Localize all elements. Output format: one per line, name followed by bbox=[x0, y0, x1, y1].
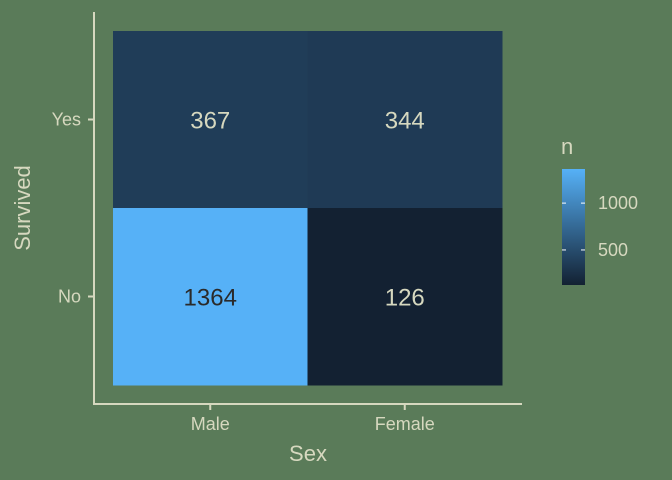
y-tick-label: Yes bbox=[52, 110, 81, 130]
legend-tick-label: 1000 bbox=[598, 193, 638, 213]
y-tick-label: No bbox=[58, 287, 81, 307]
axes bbox=[93, 12, 522, 405]
legend-title: n bbox=[561, 134, 573, 159]
axis-ticks: Male Female No Yes bbox=[52, 110, 435, 435]
cell-value-label: 126 bbox=[385, 285, 425, 312]
legend-ticks: 500 1000 bbox=[562, 193, 638, 260]
legend-tick-label: 500 bbox=[598, 240, 628, 260]
heatmap-cell-female-no bbox=[307, 208, 503, 386]
cell-value-label: 367 bbox=[190, 108, 230, 135]
color-legend: n 500 1000 bbox=[561, 134, 638, 285]
legend-colorbar bbox=[562, 169, 585, 285]
cell-value-label: 1364 bbox=[184, 285, 237, 312]
x-axis-title: Sex bbox=[289, 441, 327, 466]
x-tick-label: Male bbox=[191, 414, 230, 434]
cell-value-label: 344 bbox=[385, 108, 425, 135]
heatmap-cell-female-yes bbox=[307, 31, 503, 209]
x-tick-label: Female bbox=[375, 414, 435, 434]
heatmap-cells: 367 344 1364 126 bbox=[113, 31, 503, 386]
heatmap-cell-male-yes bbox=[113, 31, 308, 209]
heatmap-cell-male-no bbox=[113, 208, 308, 386]
y-axis-title: Survived bbox=[10, 165, 35, 251]
